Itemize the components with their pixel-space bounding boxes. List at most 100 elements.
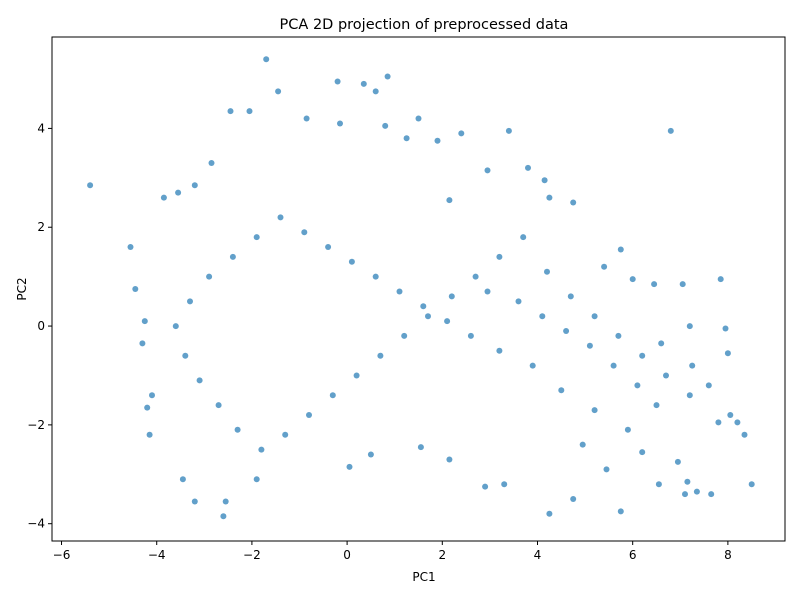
x-tick-label: −4: [148, 548, 166, 562]
data-point: [401, 332, 408, 339]
data-point: [448, 293, 455, 300]
data-point: [667, 127, 674, 134]
data-point: [179, 476, 186, 483]
data-point: [615, 332, 622, 339]
data-point: [570, 496, 577, 502]
data-point: [567, 293, 574, 300]
data-point: [206, 273, 213, 280]
data-point: [717, 276, 724, 283]
data-point: [484, 288, 491, 295]
data-point: [127, 244, 134, 250]
points-layer: [87, 56, 755, 520]
data-point: [420, 303, 427, 310]
data-point: [253, 234, 260, 241]
data-point: [329, 392, 336, 399]
y-tick-label: 2: [37, 220, 45, 234]
data-point: [651, 281, 658, 288]
data-point: [172, 323, 179, 330]
data-point: [132, 286, 139, 292]
data-point: [377, 352, 384, 359]
y-tick-label: 0: [37, 319, 45, 333]
y-axis-ticks: −4 −2 0 2 4: [27, 121, 52, 531]
data-point: [748, 481, 755, 488]
data-point: [705, 382, 712, 389]
data-point: [227, 108, 234, 115]
data-point: [187, 298, 193, 305]
plot-frame: [51, 36, 786, 542]
data-point: [727, 412, 734, 418]
data-point: [674, 458, 681, 465]
x-axis-title: PC1: [412, 570, 435, 584]
data-point: [544, 268, 550, 275]
data-point: [301, 229, 308, 236]
data-point: [425, 313, 431, 320]
y-axis-title: PC2: [15, 277, 29, 300]
data-point: [741, 431, 748, 438]
data-point: [146, 431, 153, 438]
data-point: [682, 491, 688, 498]
data-point: [541, 177, 548, 184]
data-point: [403, 135, 410, 142]
data-point: [434, 137, 441, 144]
data-point: [446, 456, 453, 463]
data-point: [496, 347, 503, 354]
data-point: [417, 444, 424, 451]
data-point: [653, 402, 660, 409]
data-point: [686, 323, 693, 330]
data-point: [563, 328, 570, 334]
data-point: [603, 466, 610, 473]
data-point: [525, 164, 531, 171]
x-axis-ticks: −6 −4 −2 0 2 4 6 8: [53, 541, 732, 562]
x-tick-label: 8: [724, 548, 732, 562]
data-point: [215, 402, 222, 409]
data-point: [539, 313, 546, 320]
data-point: [722, 325, 729, 332]
data-point: [446, 197, 453, 204]
data-point: [141, 318, 148, 325]
data-point: [360, 80, 367, 87]
data-point: [182, 352, 189, 359]
data-point: [253, 476, 260, 483]
data-point: [663, 372, 669, 379]
data-point: [191, 182, 198, 189]
data-point: [610, 362, 617, 369]
data-point: [384, 73, 391, 80]
data-point: [458, 130, 465, 137]
data-point: [655, 481, 662, 488]
data-point: [222, 498, 229, 505]
data-point: [175, 189, 182, 196]
data-point: [501, 481, 508, 488]
y-tick-label: −4: [27, 517, 45, 531]
data-point: [258, 446, 265, 453]
data-point: [686, 392, 693, 399]
data-point: [208, 160, 215, 166]
x-tick-label: 0: [343, 548, 351, 562]
data-point: [139, 340, 146, 347]
data-point: [629, 276, 636, 283]
x-tick-label: 6: [629, 548, 637, 562]
data-point: [149, 392, 155, 399]
data-point: [724, 350, 731, 357]
chart-title: PCA 2D projection of preprocessed data: [280, 17, 569, 33]
data-point: [484, 167, 491, 174]
data-point: [520, 234, 527, 241]
data-point: [624, 426, 631, 433]
data-point: [303, 115, 310, 122]
data-point: [191, 498, 198, 505]
data-point: [353, 372, 360, 379]
data-point: [515, 298, 522, 305]
data-point: [346, 463, 353, 470]
data-point: [372, 273, 379, 280]
data-point: [396, 288, 403, 295]
x-tick-label: −6: [53, 548, 71, 562]
x-tick-label: 2: [438, 548, 446, 562]
data-point: [472, 273, 479, 280]
data-point: [639, 449, 646, 456]
data-point: [367, 451, 374, 458]
data-point: [634, 382, 641, 389]
data-point: [601, 263, 608, 270]
data-point: [617, 246, 624, 253]
data-point: [229, 253, 236, 260]
